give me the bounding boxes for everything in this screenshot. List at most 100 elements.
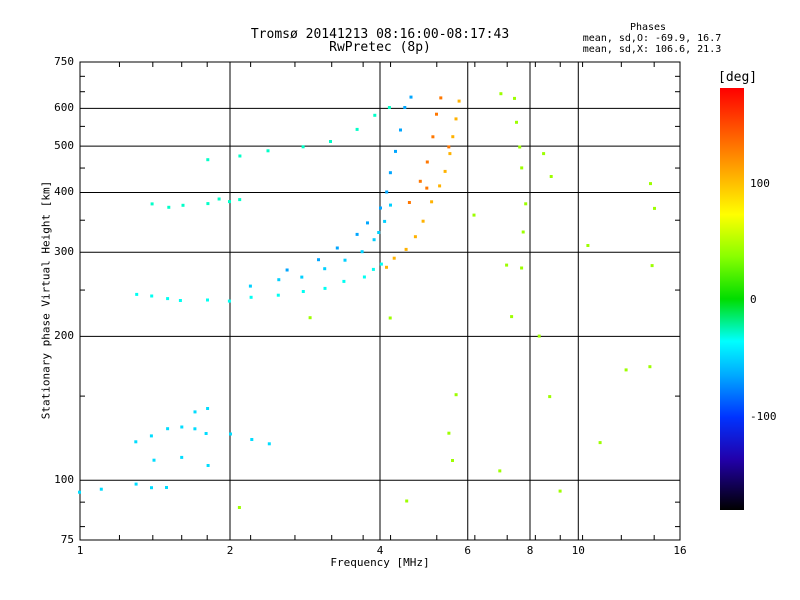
echo-point — [301, 145, 305, 149]
chart-subtitle: RwPretec (8p) — [329, 40, 431, 55]
echo-point — [150, 202, 154, 206]
echo-point — [99, 487, 103, 491]
echo-point — [204, 432, 208, 435]
echo-point — [300, 275, 304, 279]
echo-point — [166, 297, 170, 301]
echo-point — [167, 205, 171, 209]
echo-point — [515, 120, 518, 124]
echo-point — [166, 427, 170, 431]
echo-point — [206, 298, 209, 302]
colorbar-tick-100: 100 — [750, 177, 770, 190]
echo-point — [385, 265, 388, 269]
echo-point — [178, 299, 182, 302]
echo-point — [454, 393, 458, 397]
echo-point — [317, 258, 320, 262]
echo-point — [389, 203, 392, 207]
chart-title: Tromsø 20141213 08:16:00-08:17:43 — [250, 27, 510, 42]
echo-point — [548, 395, 552, 399]
echo-point — [301, 290, 305, 293]
echo-point — [498, 469, 502, 473]
echo-point — [150, 294, 154, 298]
echo-point — [355, 127, 359, 131]
echo-point — [413, 235, 417, 239]
echo-point — [431, 135, 435, 139]
echo-point — [206, 158, 210, 162]
colorbar — [720, 88, 744, 510]
echo-point — [425, 186, 429, 190]
echo-point — [78, 490, 81, 494]
echo-point — [505, 263, 509, 267]
y-tick-label: 300 — [54, 245, 74, 259]
echo-point — [248, 284, 252, 288]
echo-point — [418, 179, 422, 183]
echo-point — [355, 232, 359, 236]
echo-point — [238, 198, 242, 202]
echo-point — [193, 410, 197, 414]
echo-point — [180, 425, 184, 429]
echo-point — [285, 268, 289, 272]
y-tick-label: 75 — [60, 533, 74, 546]
x-tick-label: 2 — [226, 544, 234, 557]
echo-point — [513, 96, 516, 100]
echo-point — [558, 489, 562, 493]
echo-point — [454, 117, 458, 121]
echo-point — [598, 441, 602, 445]
echo-point — [404, 247, 408, 251]
echo-point — [650, 264, 654, 268]
echo-point — [521, 230, 525, 234]
echo-point — [624, 368, 628, 372]
echo-point — [206, 407, 210, 410]
echo-point — [409, 95, 413, 99]
echo-point — [451, 459, 454, 462]
echo-point — [229, 432, 232, 436]
echo-point — [510, 315, 514, 319]
echo-point — [372, 238, 376, 242]
echo-points — [78, 92, 656, 509]
echo-point — [323, 267, 327, 271]
echo-point — [379, 206, 382, 210]
grid-lines — [80, 62, 680, 540]
y-tick-label: 500 — [54, 139, 74, 153]
echo-point — [238, 154, 242, 158]
echo-point — [342, 279, 346, 283]
echo-point — [385, 190, 389, 194]
echo-point — [228, 200, 231, 204]
echo-point — [180, 455, 184, 459]
echo-point — [443, 169, 447, 173]
echo-point — [134, 482, 138, 486]
echo-point — [388, 316, 392, 320]
echo-point — [447, 431, 451, 435]
echo-point — [648, 365, 652, 369]
x-tick-label: 6 — [464, 544, 472, 557]
echo-point — [360, 250, 364, 254]
echo-point — [649, 182, 652, 186]
echo-point — [276, 293, 280, 297]
colorbar-unit: [deg] — [718, 70, 758, 85]
echo-point — [387, 106, 391, 109]
echo-point — [323, 286, 327, 290]
echo-point — [227, 299, 231, 303]
echo-point — [457, 99, 461, 103]
echo-point — [149, 434, 153, 438]
x-tick-label: 8 — [526, 544, 534, 557]
y-axis-label: Stationary phase Virtual Height [km] — [39, 180, 53, 420]
echo-point — [542, 152, 546, 156]
echo-point — [308, 316, 312, 320]
echo-point — [392, 256, 396, 260]
echo-point — [407, 201, 411, 204]
axis-ticks — [79, 62, 680, 540]
x-tick-label: 10 — [571, 544, 585, 557]
echo-point — [447, 145, 451, 149]
echo-point — [425, 160, 429, 164]
echo-point — [267, 442, 271, 446]
echo-point — [277, 278, 281, 282]
echo-point — [524, 202, 528, 206]
echo-point — [343, 258, 347, 262]
echo-point — [379, 262, 383, 266]
echo-point — [329, 140, 332, 143]
echo-point — [586, 244, 590, 247]
echo-point — [653, 206, 656, 210]
echo-point — [165, 486, 168, 489]
x-tick-label: 1 — [76, 544, 84, 557]
